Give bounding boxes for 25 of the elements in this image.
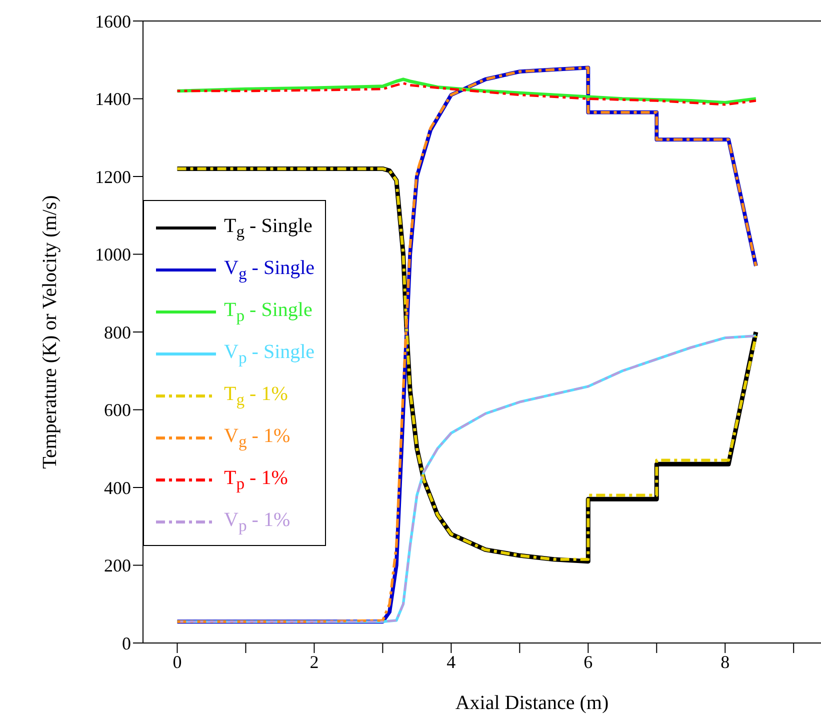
legend-label: V$_{p}$ - 1% [224,508,290,536]
line-series [176,82,758,106]
y-tick-label: 1200 [95,166,131,187]
x-tick-label: 2 [310,652,319,672]
y-tick-label: 800 [104,322,131,342]
legend-label: V$_{g}$ - Single [224,256,315,284]
x-tick-label: 6 [584,652,593,672]
y-tick-label: 1600 [95,11,131,32]
y-tick-label: 0 [122,633,131,654]
y-tick-label: 600 [104,400,131,420]
legend-label: T$_{g}$ - 1% [224,382,288,410]
x-tick-label: 4 [446,652,456,672]
legend-label: T$_{g}$ - Single [224,214,312,242]
legend-label: V$_{p}$ - Single [224,340,315,368]
y-tick-label: 1400 [95,89,131,110]
legend-label: V$_{g}$ - 1% [224,424,290,452]
x-tick-label: 0 [172,652,182,672]
y-axis-title: Temperature (K) or Velocity (m/s) [39,195,61,469]
y-tick-label: 200 [104,556,131,576]
legend-label: T$_{p}$ - 1% [224,466,288,494]
y-tick-label: 400 [104,478,131,498]
x-tick-label: 8 [720,652,730,672]
x-axis-title: Axial Distance (m) [455,692,609,714]
legend-label: T$_{p}$ - Single [224,298,312,326]
y-tick-label: 1000 [95,244,131,265]
